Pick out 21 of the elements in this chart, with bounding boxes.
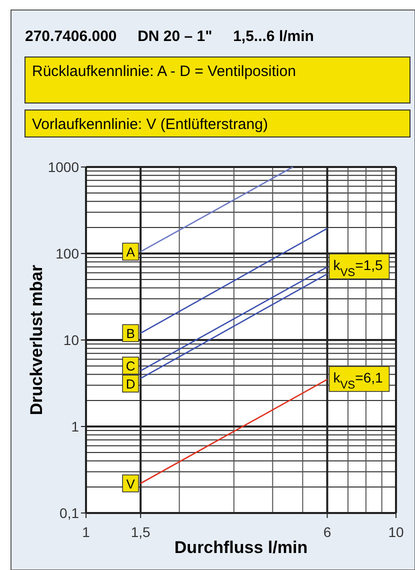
series-label: A [126, 244, 136, 260]
x-tick-label: 1 [82, 524, 90, 540]
chart-title: 270.7406.000 DN 20 – 1" 1,5...6 l/min [25, 28, 314, 45]
series-label: V [126, 476, 136, 492]
text: Vorlaufkennlinie: V (Entlüfterstrang) [32, 116, 268, 133]
annotation: k$_{VS}$=1,5 [333, 256, 384, 279]
series-label: D [126, 376, 136, 392]
x-tick-label: 10 [388, 524, 404, 540]
y-tick-label: 1000 [48, 159, 80, 175]
x-tick-label: 1,5 [130, 524, 151, 540]
y-tick-label: 10 [63, 332, 80, 348]
y-tick-label: 1 [71, 418, 80, 434]
x-axis-title: Durchfluss l/min [174, 538, 308, 557]
y-tick-label: 0,1 [60, 505, 80, 521]
annotation: k$_{VS}$=6,1 [333, 369, 384, 392]
y-tick-label: 100 [56, 246, 80, 262]
y-axis-title: Druckverlust mbar [27, 264, 46, 416]
series-label: B [126, 326, 135, 342]
x-tick-label: 6 [323, 524, 332, 540]
series-label: C [126, 358, 136, 374]
text: Rücklaufkennlinie: A - D = Ventilposition [32, 63, 296, 80]
